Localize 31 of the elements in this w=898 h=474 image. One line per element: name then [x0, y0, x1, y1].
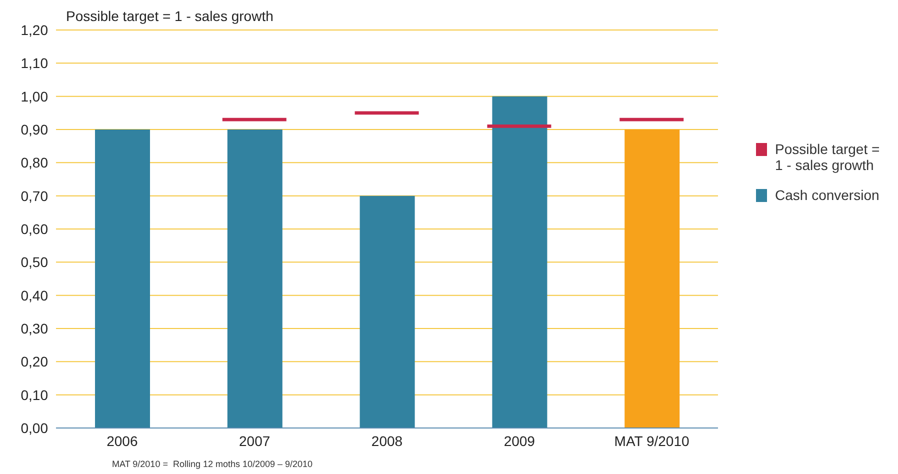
bar	[624, 130, 680, 428]
y-tick-label: 1,00	[20, 88, 48, 104]
y-tick-label: 0,70	[20, 188, 48, 204]
legend-label: Cash conversion	[775, 187, 880, 203]
y-tick-label: 0,50	[20, 254, 48, 270]
y-tick-label: 1,20	[20, 22, 48, 38]
y-tick-label: 0,30	[20, 320, 48, 336]
y-tick-label: 0,20	[20, 354, 48, 370]
bar	[492, 96, 548, 428]
y-tick-label: 0,60	[20, 220, 48, 237]
bar	[227, 130, 282, 428]
legend-label: Possible target = 1 - sales growth	[775, 141, 881, 173]
x-tick-label: 2008	[371, 432, 403, 449]
y-tick-label: 1,10	[20, 55, 48, 72]
bar	[620, 118, 684, 122]
bar	[487, 124, 552, 128]
bar	[360, 196, 415, 428]
x-tick-label: 2009	[504, 432, 536, 449]
y-tick-label: 0,80	[20, 154, 48, 171]
y-tick-label: 0,40	[20, 287, 48, 304]
y-tick-label: 0,90	[20, 121, 48, 138]
text: MAT 9/2010 = Rolling 12 moths 10/2009 – 9/2010	[112, 459, 313, 469]
chart-title: Possible target = 1 - sales growth	[66, 8, 274, 24]
y-tick-label: 0,00	[20, 420, 48, 436]
y-tick-label: 0,10	[20, 386, 48, 403]
x-tick-label: 2007	[239, 432, 270, 449]
x-tick-label: 2006	[106, 432, 138, 449]
bar	[95, 130, 150, 428]
x-tick-label: MAT 9/2010	[614, 432, 690, 449]
bar	[222, 118, 286, 122]
bar	[354, 111, 419, 115]
